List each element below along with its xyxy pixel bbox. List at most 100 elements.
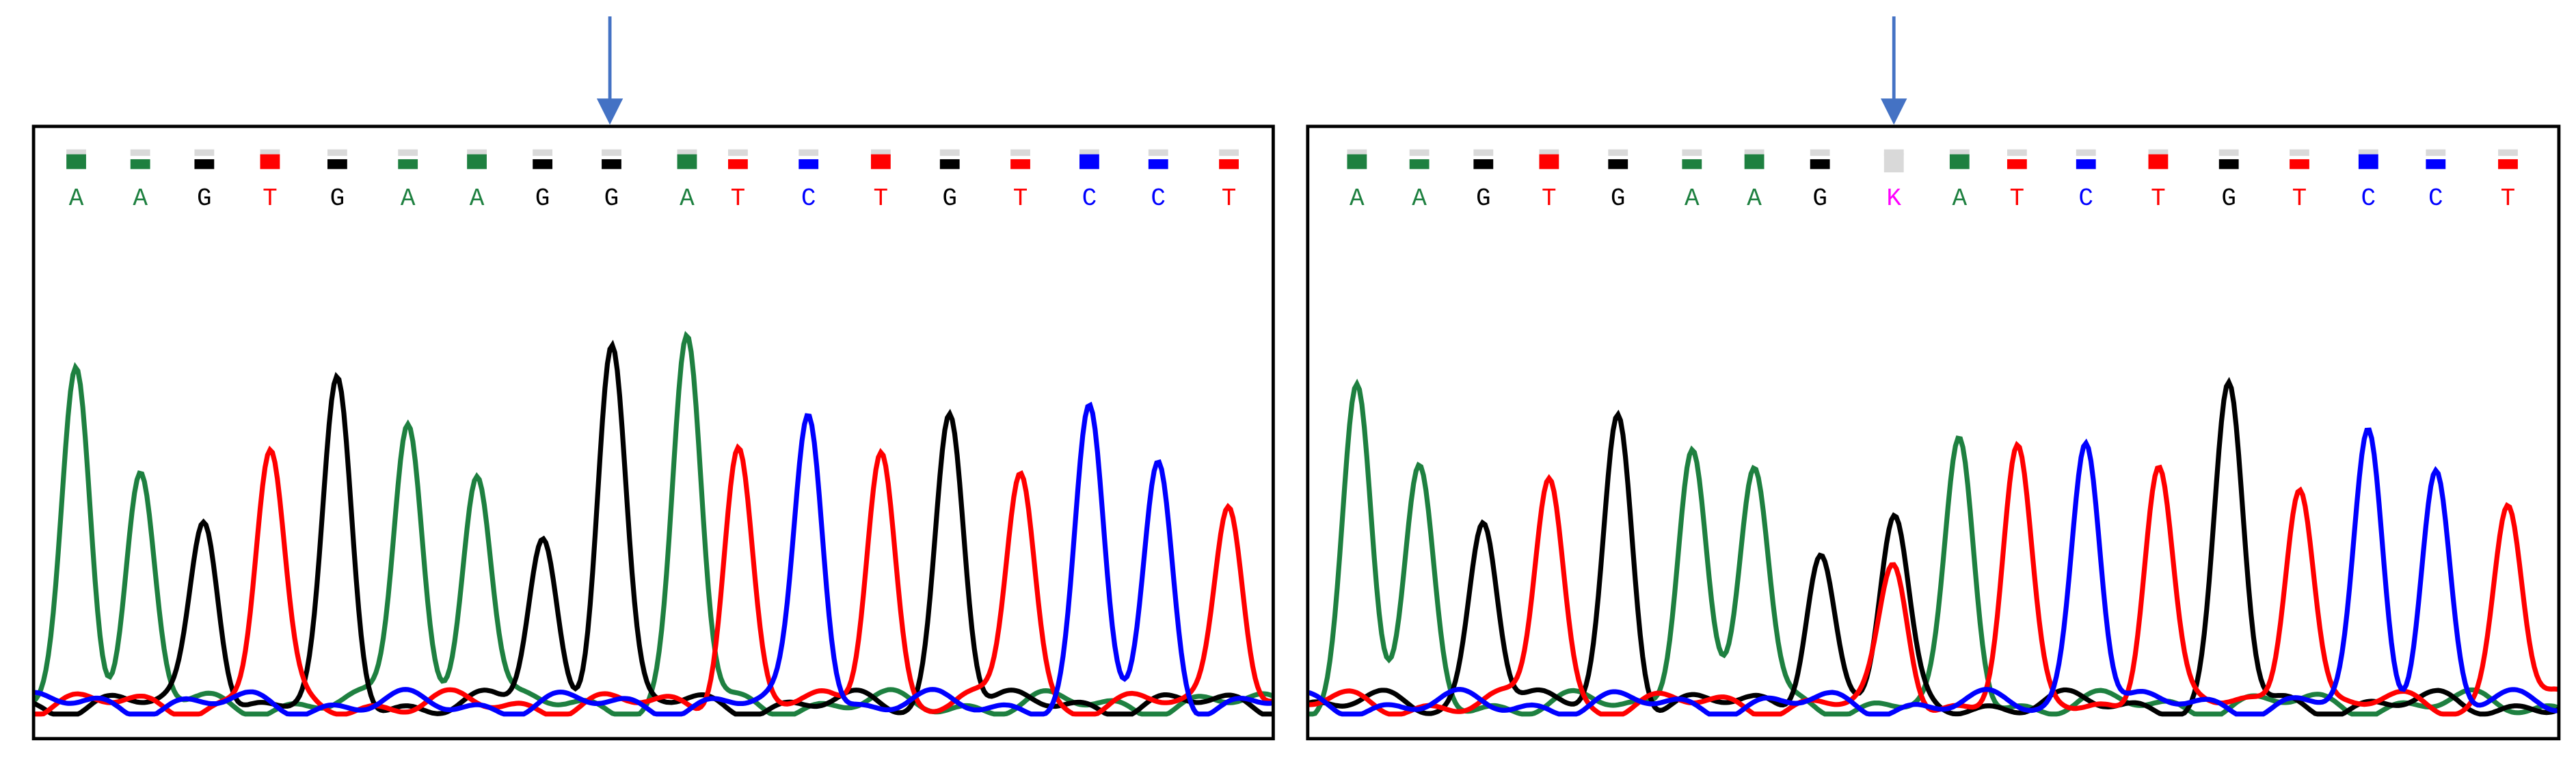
quality-bar-bg (602, 149, 621, 157)
quality-bar (728, 159, 748, 169)
base-letter: A (133, 185, 148, 213)
quality-bar (1810, 159, 1830, 169)
quality-bar (1219, 159, 1239, 169)
base-letter: T (731, 185, 746, 213)
quality-bar-bg (2498, 149, 2518, 157)
base-letter: A (1412, 185, 1427, 213)
quality-bar-bg (66, 149, 86, 157)
quality-bar-bg (2290, 149, 2309, 157)
quality-bar (1347, 154, 1367, 169)
quality-bar-bg (194, 149, 215, 157)
quality-bar-bg (2007, 149, 2027, 157)
quality-bar (2007, 159, 2027, 169)
quality-bar (2358, 154, 2378, 169)
quality-bar (194, 159, 215, 169)
quality-bar (66, 154, 86, 169)
quality-bar (1079, 154, 1099, 169)
quality-bar-bg (1010, 149, 1030, 157)
quality-bar (2498, 159, 2518, 169)
quality-bar (467, 154, 487, 169)
quality-bar-bg (1539, 149, 1559, 157)
quality-bar-bg (1148, 149, 1168, 157)
quality-bar-bg (467, 149, 487, 157)
base-letter: A (69, 185, 84, 213)
quality-bar (260, 154, 280, 169)
quality-bar-bg (2358, 149, 2378, 157)
quality-bar (1473, 159, 1494, 169)
quality-bar (939, 159, 960, 169)
quality-bar (602, 159, 621, 169)
quality-bar (130, 159, 150, 169)
quality-bar-bg (1347, 149, 1367, 157)
trace (33, 340, 1273, 717)
base-letter: T (263, 185, 278, 213)
quality-bar (327, 159, 347, 169)
base-letter: A (470, 185, 485, 213)
base-letter: A (1952, 185, 1967, 213)
quality-bar (2076, 159, 2096, 169)
base-letter: T (2292, 185, 2307, 213)
quality-bar-bg (939, 149, 960, 157)
base-letter: T (2151, 185, 2166, 213)
quality-bar-bg (2148, 149, 2169, 157)
base-letter: G (2221, 185, 2236, 213)
quality-bar (870, 154, 891, 169)
quality-bar (799, 159, 819, 169)
quality-bar-bg (1949, 149, 1970, 157)
quality-bar-bg (260, 149, 280, 157)
quality-bar (398, 159, 418, 169)
base-letter: G (197, 185, 212, 213)
quality-bar (533, 159, 553, 169)
base-letter: A (680, 185, 695, 213)
quality-bar-bg (1473, 149, 1494, 157)
base-letter: G (1476, 185, 1491, 213)
trace (1307, 377, 2559, 717)
quality-bar (2290, 159, 2309, 169)
base-letter: C (2078, 185, 2093, 213)
base-letter: T (874, 185, 889, 213)
base-letter: A (1350, 185, 1365, 213)
quality-bar-bg (1744, 149, 1765, 157)
base-letter: G (535, 185, 550, 213)
trace (33, 401, 1273, 717)
base-letter: C (1151, 185, 1166, 213)
base-letter: C (2361, 185, 2376, 213)
quality-bar (1148, 159, 1168, 169)
trace (1307, 427, 2559, 717)
quality-bar-bg (1682, 149, 1702, 157)
quality-bar (2218, 159, 2239, 169)
quality-bar-bg (533, 149, 553, 157)
quality-bar-bg (327, 149, 347, 157)
panel-border (1306, 124, 2561, 741)
base-letter: C (801, 185, 816, 213)
quality-bar (2148, 154, 2169, 169)
quality-bar (677, 154, 697, 169)
quality-bar (1409, 159, 1430, 169)
quality-bar-bg (1608, 149, 1628, 157)
quality-bar (1608, 159, 1628, 169)
quality-bar (1744, 154, 1765, 169)
quality-bar-bg (728, 149, 748, 157)
base-letter: T (2501, 185, 2516, 213)
base-letter: K (1886, 185, 1901, 213)
quality-bar-bg (1409, 149, 1430, 157)
quality-bar-bg (870, 149, 891, 157)
quality-bar-bg (1079, 149, 1099, 157)
quality-bar (2426, 159, 2446, 169)
base-letter: G (330, 185, 345, 213)
base-letter: T (1013, 185, 1028, 213)
quality-bar-bg (1810, 149, 1830, 157)
panel-border (31, 124, 1275, 741)
trace (1307, 379, 2559, 717)
quality-bar (1883, 152, 1904, 173)
base-letter: G (942, 185, 957, 213)
trace (33, 331, 1274, 717)
quality-bar-bg (799, 149, 819, 157)
base-letter: G (604, 185, 619, 213)
base-letter: A (401, 185, 416, 213)
quality-bar (1682, 159, 1702, 169)
